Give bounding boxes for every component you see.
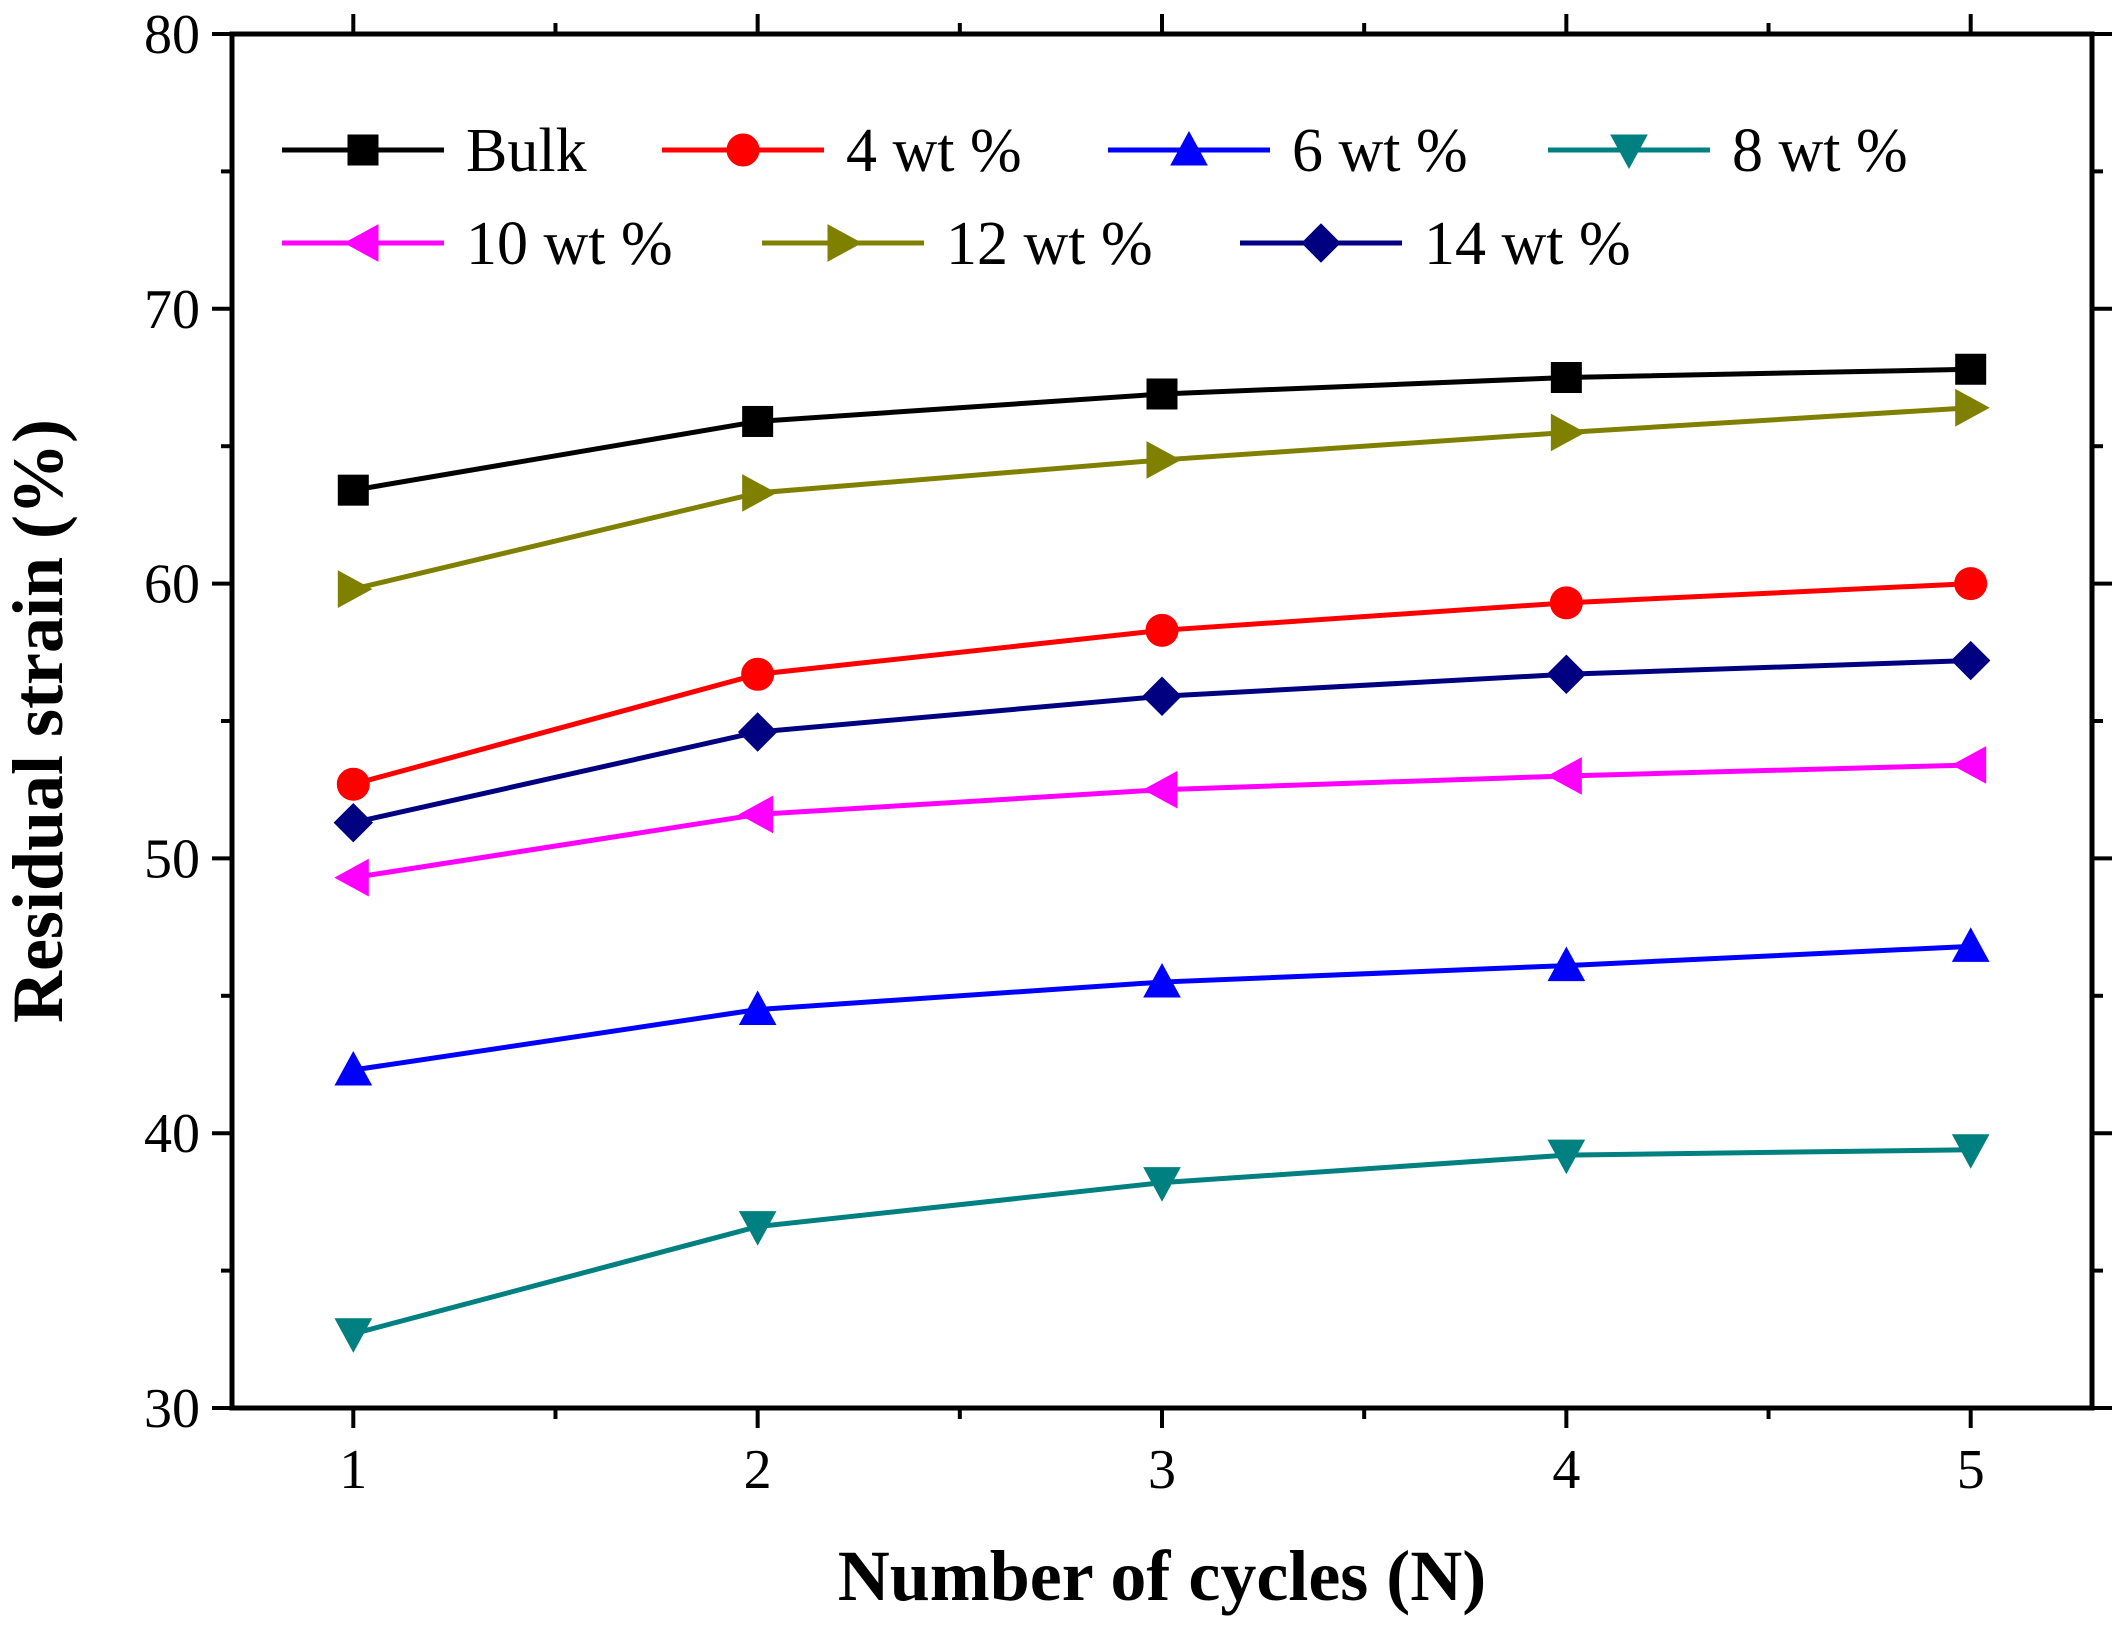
series-12-wt [337,388,1990,608]
data-point-4-wt [741,657,775,691]
legend-marker [1301,223,1341,263]
legend-label: Bulk [466,117,587,185]
legend-marker [1170,130,1208,166]
data-point-6-wt [1547,946,1586,982]
y-axis-title: Residual strain (%) [0,419,78,1023]
y-tick-label: 80 [144,4,200,66]
x-tick-label: 2 [744,1439,772,1501]
legend-item-10-wt: 10 wt % [282,210,673,278]
data-point-4-wt [336,767,370,801]
data-point-4-wt [1549,586,1583,620]
data-point-12-wt [742,474,777,512]
y-tick-label: 50 [144,828,200,890]
data-point-8-wt [334,1318,373,1353]
legend-item-14-wt: 14 wt % [1240,210,1631,278]
x-tick-label: 3 [1148,1439,1176,1501]
legend-label: 8 wt % [1732,117,1908,185]
data-point-4-wt [1145,613,1179,647]
legend-label: 4 wt % [846,117,1022,185]
data-point-12-wt [1550,413,1586,452]
data-point-14-wt [333,802,374,843]
data-point-8-wt [1143,1167,1181,1202]
data-point-14-wt [1142,676,1182,716]
legend-item-8-wt: 8 wt % [1548,117,1908,185]
legend-label: 14 wt % [1424,210,1631,278]
legend-label: 6 wt % [1292,117,1468,185]
series-14-wt [333,640,1991,843]
axis-ticks: 1 2 3 4 5 30 40 50 60 70 80 [144,4,2112,1501]
legend-marker [343,224,379,262]
data-point-10-wt [1951,746,1987,784]
x-tick-label: 5 [1957,1439,1985,1501]
data-point-10-wt [738,795,774,834]
y-tick-label: 30 [144,1378,200,1440]
y-tick-label: 60 [144,554,200,616]
legend-marker [827,224,863,262]
data-point-bulk [1955,353,1987,385]
data-point-8-wt [1951,1134,1990,1169]
data-point-6-wt [334,1050,373,1086]
data-point-14-wt [1546,654,1587,694]
series-4-wt [336,567,1988,801]
legend-label: 12 wt % [946,210,1153,278]
data-point-bulk [742,405,774,437]
data-point-10-wt [1547,757,1582,795]
x-tick-label: 4 [1552,1439,1580,1501]
legend-marker [347,134,379,166]
series-10-wt [334,746,1987,897]
series-8-wt [334,1134,1990,1353]
legend-label: 10 wt % [466,210,673,278]
legend-marker [726,133,760,167]
data-point-14-wt [1950,640,1991,681]
data-point-bulk [337,474,369,506]
data-point-8-wt [1547,1139,1586,1175]
series-layer [333,353,1991,1353]
data-point-12-wt [1955,388,1990,427]
data-point-6-wt [738,990,777,1026]
legend-item-6-wt: 6 wt % [1108,117,1468,185]
legend-item-4-wt: 4 wt % [662,117,1022,185]
data-point-12-wt [1146,441,1182,479]
data-point-6-wt [1951,927,1990,962]
legend-marker [1610,134,1648,170]
legend-item-12-wt: 12 wt % [762,210,1153,278]
data-point-bulk [1146,378,1178,410]
plot-frame [229,31,2095,1411]
data-point-8-wt [738,1211,777,1246]
data-point-10-wt [1142,770,1178,809]
legend-item-bulk: Bulk [282,117,587,185]
x-tick-label: 1 [339,1439,367,1501]
data-point-4-wt [1954,567,1988,601]
legend: Bulk 4 wt % 6 wt % 8 wt % 10 wt % 12 wt % 14 w… [282,117,1908,278]
x-axis-title: Number of cycles (N) [838,1536,1487,1616]
series-6-wt [334,927,1990,1086]
data-point-12-wt [337,570,373,608]
y-tick-label: 70 [144,279,200,341]
data-point-14-wt [737,712,778,752]
series-bulk [337,353,1987,506]
data-point-10-wt [334,858,369,897]
data-point-bulk [1550,362,1582,393]
data-point-6-wt [1143,963,1181,998]
y-tick-label: 40 [144,1103,200,1165]
